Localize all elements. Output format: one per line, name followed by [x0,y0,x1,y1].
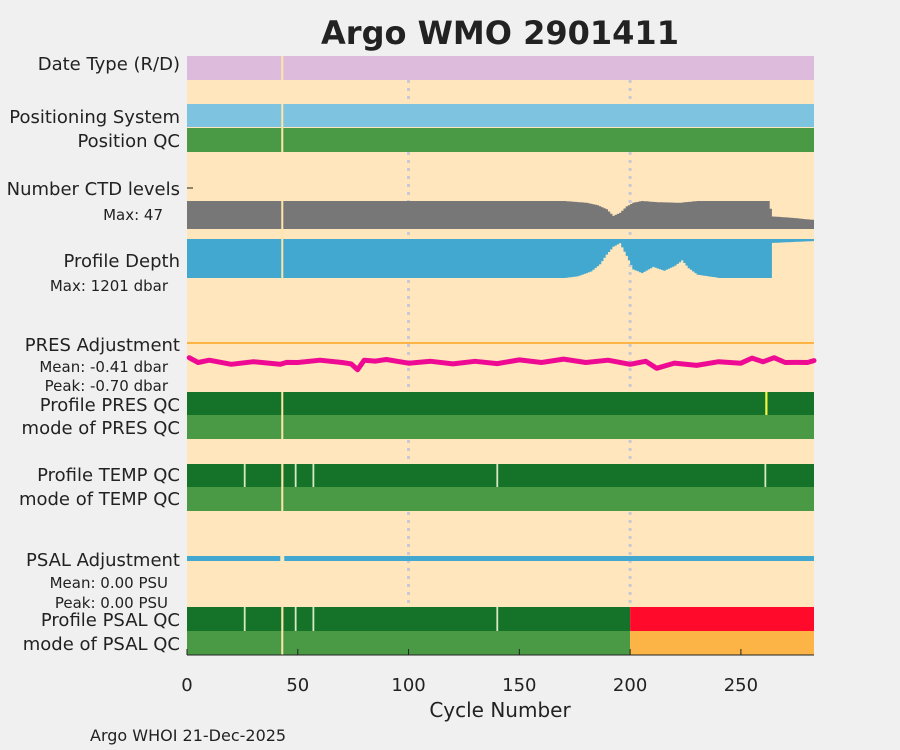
profile_psal_qc-segment-1 [630,607,814,631]
stat-psal-peak: Peak: 0.00 PSU [55,594,168,612]
positioning_system-segment-0 [187,104,814,127]
label-pres-adjustment: PRES Adjustment [25,335,180,356]
ctd-levels-area [187,201,814,229]
plot-background [187,56,814,655]
x-axis-label: Cycle Number [429,698,571,722]
footer-credit: Argo WHOI 21-Dec-2025 [90,726,286,745]
missing-cycle-43-1 [281,104,284,152]
x-tick-label-0: 0 [181,675,192,696]
stat-pres-mean: Mean: -0.41 dbar [39,358,169,376]
stat-pres-peak: Peak: -0.70 dbar [45,377,169,395]
x-tick-label-150: 150 [502,675,536,696]
label-profile-psal-qc: Profile PSAL QC [41,610,180,631]
label-profile-temp-qc: Profile TEMP QC [37,465,180,486]
profile_pres_qc-segment-1 [765,392,768,415]
chart-title: Argo WMO 2901411 [321,14,679,52]
label-psal-adjustment: PSAL Adjustment [26,550,180,571]
label-date-type: Date Type (R/D) [38,54,180,75]
profile_temp_qc-gap-57 [312,464,315,487]
profile_temp_qc-gap-140 [496,464,499,487]
profile_pres_qc-segment-0 [187,392,814,415]
profile_temp_qc-segment-0 [187,464,814,487]
profile_psal_qc-gap-49 [294,607,297,631]
profile_temp_qc-gap-49 [294,464,297,487]
label-ctd-levels: Number CTD levels [7,179,180,200]
profile_psal_qc-gap-26 [243,607,246,631]
x-tick-label-200: 200 [613,675,647,696]
x-tick-label-250: 250 [724,675,758,696]
profile-depth-area [187,239,814,278]
chart-marks [186,56,817,655]
row-labels: Date Type (R/D) Positioning System Posit… [7,54,180,655]
missing-cycle-markers [280,56,285,655]
x-axis-ticks: 0 50 100 150 200 250 [181,649,758,696]
x-tick-label-50: 50 [286,675,309,696]
mode_temp_qc-segment-0 [187,487,814,511]
label-profile-pres-qc: Profile PRES QC [40,395,180,416]
profile_psal_qc-gap-57 [312,607,315,631]
missing-cycle-43-4 [281,464,284,511]
label-positioning-system: Positioning System [9,107,180,128]
label-mode-temp-qc: mode of TEMP QC [19,489,180,510]
stat-ctd-max: Max: 47 [103,206,163,224]
missing-cycle-43-5 [281,607,284,655]
x-tick-label-100: 100 [391,675,425,696]
missing-cycle-43-0 [281,56,284,80]
missing-cycle-43-2 [281,201,284,278]
position_qc-segment-0 [187,128,814,152]
label-profile-depth: Profile Depth [63,251,180,272]
missing-cycle-43-3 [281,392,284,439]
profile_temp_qc-gap-26 [243,464,246,487]
pres-adjustment-line [186,355,817,373]
psal-adjustment-line [187,556,814,561]
label-position-qc: Position QC [77,131,180,152]
label-mode-psal-qc: mode of PSAL QC [23,634,180,655]
profile_psal_qc-segment-0 [187,607,631,631]
mode_psal_qc-segment-1 [630,631,814,655]
stat-depth-max: Max: 1201 dbar [50,277,169,295]
date_type-segment-0 [187,56,814,80]
mode_pres_qc-segment-0 [187,415,814,439]
stat-psal-mean: Mean: 0.00 PSU [50,574,168,592]
profile_temp_qc-gap-261 [764,464,767,487]
missing-cycle-43-psal [280,555,285,562]
label-mode-pres-qc: mode of PRES QC [22,418,180,439]
profile_psal_qc-gap-140 [496,607,499,631]
